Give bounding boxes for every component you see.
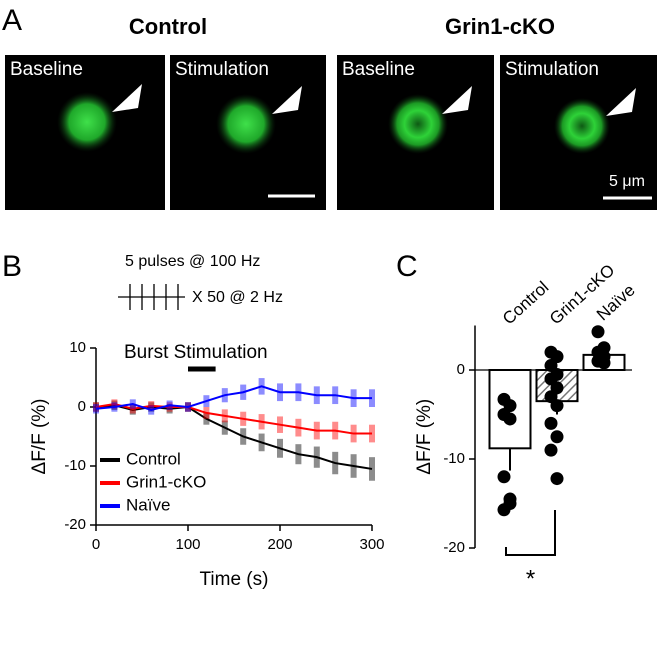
data-point: [591, 325, 605, 339]
x-axis-label: Time (s): [200, 569, 269, 590]
x-tick-label: 100: [175, 536, 200, 553]
category-label: Control: [499, 278, 552, 329]
y-tick-label: -10: [64, 457, 86, 474]
panel-label: C: [396, 250, 418, 283]
data-point: [550, 430, 564, 444]
micrograph: Stimulation: [170, 55, 326, 210]
series-line: [95, 403, 372, 435]
legend-label: Grin1-cKO: [126, 472, 206, 491]
data-point: [597, 356, 611, 370]
annotation: X 50 @ 2 Hz: [192, 289, 283, 306]
y-tick-label: -20: [443, 539, 465, 556]
x-tick-label: 0: [92, 536, 100, 553]
scale-bar-label: 5 μm: [609, 173, 645, 190]
data-point: [544, 416, 558, 430]
image-label: Baseline: [342, 59, 415, 80]
x-tick-label: 200: [267, 536, 292, 553]
y-axis-label: ΔF/F (%): [414, 399, 435, 475]
group-title: Grin1-cKO: [445, 14, 555, 39]
y-axis-label: ΔF/F (%): [29, 398, 50, 474]
panel-label: A: [2, 4, 22, 37]
x-tick-label: 300: [359, 536, 384, 553]
micrograph: Stimulation 5 μm: [500, 55, 657, 210]
data-point: [544, 443, 558, 457]
micrograph: Baseline: [5, 55, 165, 210]
image-label: Stimulation: [505, 59, 599, 80]
significance-bracket: [505, 510, 556, 556]
series-line: [95, 385, 372, 411]
data-point: [550, 399, 564, 413]
data-point: [503, 497, 517, 510]
image-label: Stimulation: [175, 59, 269, 80]
annotation: Burst Stimulation: [124, 342, 268, 363]
annotation: 5 pulses @ 100 Hz: [125, 253, 260, 270]
y-tick-label: -20: [64, 516, 86, 533]
image-label: Baseline: [10, 59, 83, 80]
y-tick-label: 0: [457, 361, 465, 378]
legend-label: Naïve: [126, 495, 170, 514]
legend-label: Control: [126, 449, 181, 468]
series-line: [95, 404, 373, 470]
group-title: Control: [129, 14, 207, 39]
y-tick-label: 10: [69, 339, 86, 356]
y-tick-label: -10: [443, 450, 465, 467]
data-point: [503, 412, 517, 426]
data-point: [497, 470, 511, 484]
micrograph: Baseline: [337, 55, 494, 210]
significance-label: *: [526, 565, 535, 592]
panel-label: B: [2, 250, 22, 283]
y-tick-label: 0: [78, 398, 86, 415]
data-point: [550, 472, 564, 486]
